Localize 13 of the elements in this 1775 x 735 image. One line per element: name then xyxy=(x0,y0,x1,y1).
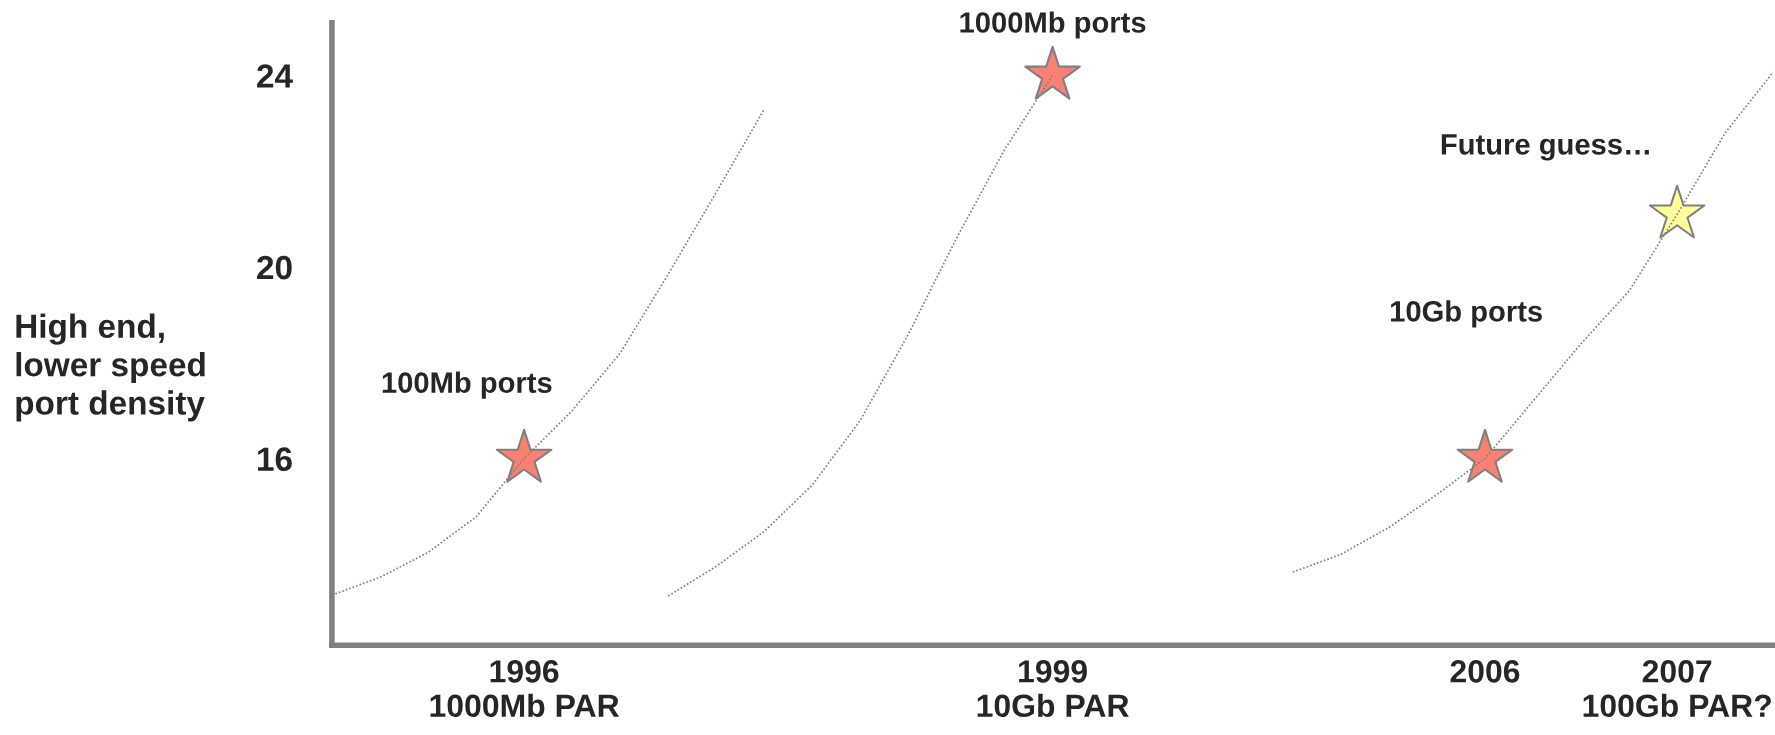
y-tick-label: 24 xyxy=(257,64,293,88)
x-tick-label: 2006 xyxy=(1450,660,1520,683)
annotation: 10Gb ports xyxy=(1391,300,1542,328)
annotation: 1000Mb ports xyxy=(960,11,1146,39)
y-tick-label: 16 xyxy=(258,447,292,471)
y-tick-label: 20 xyxy=(257,255,292,280)
line-series xyxy=(1291,71,1774,573)
x-tick-label: 1999 10Gb PAR xyxy=(977,660,1129,718)
annotation: 100Mb ports xyxy=(382,371,552,399)
x-tick-label: 2007 100Gb PAR? xyxy=(1583,660,1771,718)
annotation: Future guess… xyxy=(1441,134,1649,161)
x-tick-label: 1996 1000Mb PAR xyxy=(430,660,620,718)
y-axis-title: High end, lower speed port density xyxy=(16,313,205,422)
